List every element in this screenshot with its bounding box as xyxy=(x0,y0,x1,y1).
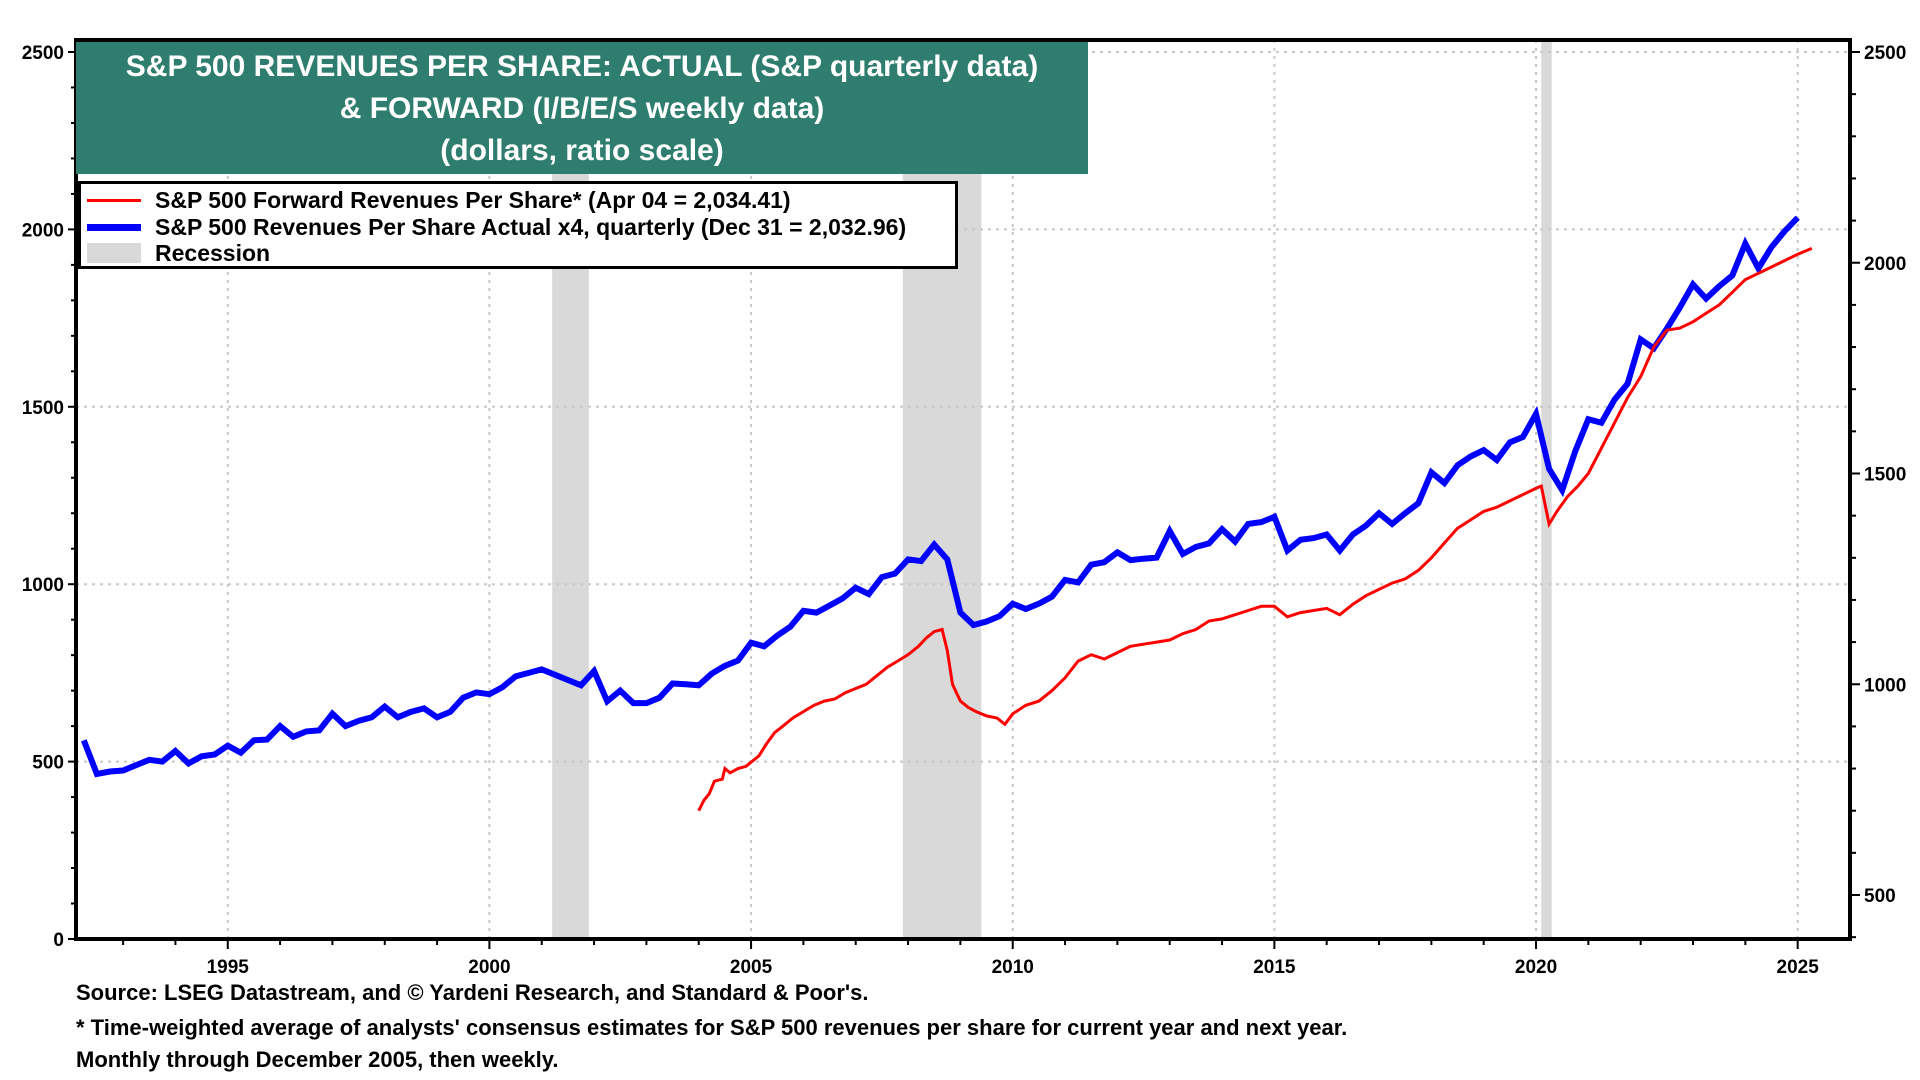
frequency-note: Monthly through December 2005, then week… xyxy=(76,1047,559,1072)
legend-label: Recession xyxy=(155,239,271,266)
source-note: Source: LSEG Datastream, and © Yardeni R… xyxy=(76,980,869,1005)
y-left-tick-label: 2500 xyxy=(22,43,64,64)
y-right-tick-label: 2000 xyxy=(1864,254,1906,275)
y-left-tick-label: 1500 xyxy=(22,398,64,419)
legend-swatch-blue-line xyxy=(87,223,141,231)
legend: S&P 500 Forward Revenues Per Share* (Apr… xyxy=(78,181,958,269)
axes: 0 500 1000 1500 2000 2500 500 1000 1500 2000 2500 1… xyxy=(22,43,1907,978)
y-left-tick-label: 2000 xyxy=(22,220,64,241)
legend-label: S&P 500 Revenues Per Share Actual x4, qu… xyxy=(155,213,907,240)
recession-band xyxy=(1541,40,1552,939)
x-tick-label: 2020 xyxy=(1515,957,1557,978)
y-right-tick-label: 1000 xyxy=(1864,675,1906,696)
legend-label: S&P 500 Forward Revenues Per Share* (Apr… xyxy=(155,186,791,213)
actual-revenues-line xyxy=(81,215,1800,778)
x-tick-label: 2005 xyxy=(730,957,773,978)
forward-revenues-line xyxy=(697,247,1813,812)
x-tick-label: 2010 xyxy=(992,957,1034,978)
plot-frame xyxy=(74,38,1852,941)
x-tick-label: 2015 xyxy=(1253,957,1296,978)
y-left-tick-label: 1000 xyxy=(22,575,64,596)
y-left-tick-label: 500 xyxy=(32,753,64,774)
y-right-tick-label: 2500 xyxy=(1864,43,1906,64)
y-right-tick-label: 500 xyxy=(1864,886,1896,907)
title-line-1: S&P 500 REVENUES PER SHARE: ACTUAL (S&P … xyxy=(125,50,1039,83)
chart-title: S&P 500 REVENUES PER SHARE: ACTUAL (S&P … xyxy=(76,42,1088,174)
legend-item-actual: S&P 500 Revenues Per Share Actual x4, qu… xyxy=(87,214,906,240)
x-tick-label: 1995 xyxy=(207,957,250,978)
recession-band xyxy=(902,40,982,939)
series xyxy=(81,215,1813,812)
x-tick-label: 2000 xyxy=(468,957,510,978)
recession-band xyxy=(552,40,589,939)
legend-item-forward: S&P 500 Forward Revenues Per Share* (Apr… xyxy=(87,187,791,213)
estimate-note: * Time-weighted average of analysts' con… xyxy=(76,1015,1348,1040)
title-line-3: (dollars, ratio scale) xyxy=(440,134,724,167)
y-right-tick-label: 1500 xyxy=(1864,465,1906,486)
y-left-tick-label: 0 xyxy=(53,930,64,951)
x-tick-label: 2025 xyxy=(1777,957,1820,978)
title-line-2: & FORWARD (I/B/E/S weekly data) xyxy=(339,92,825,125)
legend-swatch-recession xyxy=(87,243,141,263)
legend-item-recession: Recession xyxy=(87,240,270,266)
legend-swatch-red-line xyxy=(87,198,141,202)
